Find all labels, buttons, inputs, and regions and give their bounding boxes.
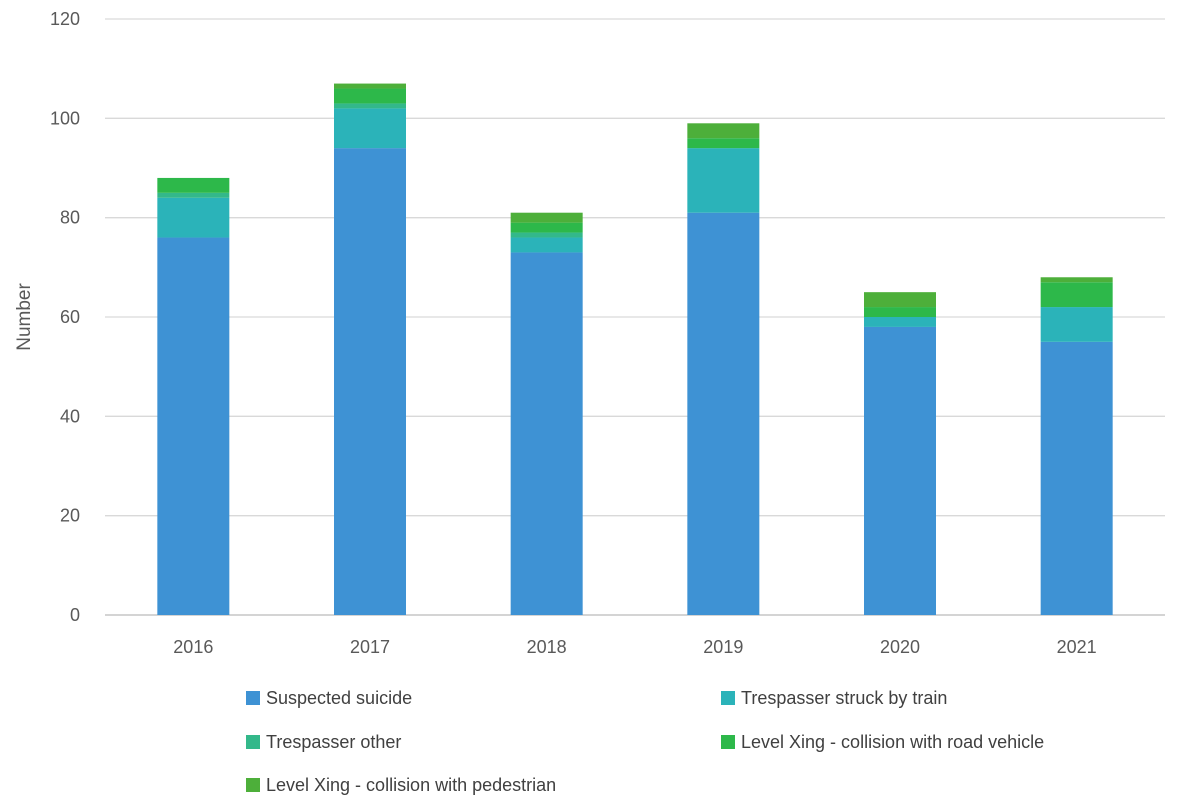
gridlines [105, 18, 1165, 616]
legend-swatch [246, 691, 260, 705]
x-axis-ticks: 2016 2017 2018 2019 2020 2021 [173, 637, 1096, 657]
bar-segment [157, 237, 230, 616]
bar-segment [1040, 282, 1113, 308]
legend: Suspected suicide Trespasser struck by tr… [246, 688, 1044, 795]
bar-segment [510, 212, 583, 223]
x-tick-label: 2017 [350, 637, 390, 657]
bar-segment [510, 237, 583, 253]
bar-segment [510, 222, 583, 233]
bar-segment [157, 197, 230, 238]
y-tick-label: 100 [50, 108, 80, 128]
bar-segment [864, 326, 936, 615]
legend-label: Trespasser struck by train [741, 688, 947, 708]
bar-segment [864, 292, 936, 308]
legend-label: Level Xing - collision with pedestrian [266, 775, 556, 795]
bar-segment [687, 212, 760, 615]
y-tick-label: 20 [60, 506, 80, 526]
y-tick-label: 60 [60, 307, 80, 327]
legend-label: Trespasser other [266, 732, 401, 752]
bar-segment [334, 83, 406, 89]
x-tick-label: 2020 [880, 637, 920, 657]
x-tick-label: 2021 [1057, 637, 1097, 657]
y-tick-label: 0 [70, 605, 80, 625]
legend-item: Suspected suicide [246, 688, 412, 708]
legend-swatch [721, 735, 735, 749]
bar-segment [334, 108, 406, 149]
legend-swatch [246, 778, 260, 792]
bar-segment [334, 88, 406, 104]
y-tick-label: 120 [50, 9, 80, 29]
legend-label: Level Xing - collision with road vehicle [741, 732, 1044, 752]
bar-segment [334, 103, 406, 109]
legend-swatch [721, 691, 735, 705]
legend-swatch [246, 735, 260, 749]
legend-item: Trespasser other [246, 732, 401, 752]
legend-item: Trespasser struck by train [721, 688, 947, 708]
bar-segment [157, 177, 230, 193]
bar-segment [687, 148, 760, 213]
bar-segment [864, 317, 936, 327]
bar-segment [334, 148, 406, 615]
bar-segment [1040, 341, 1113, 615]
y-axis-title: Number [14, 283, 35, 351]
bar-segment [157, 192, 230, 198]
bar-segment [1040, 307, 1113, 342]
legend-item: Level Xing - collision with pedestrian [246, 775, 556, 795]
y-tick-label: 40 [60, 406, 80, 426]
legend-label: Suspected suicide [266, 688, 412, 708]
x-tick-label: 2019 [703, 637, 743, 657]
bar-segment [687, 138, 760, 149]
y-tick-label: 80 [60, 208, 80, 228]
bar-segment [687, 123, 760, 139]
bar-segment [510, 232, 583, 238]
bars [157, 83, 1113, 616]
y-axis-ticks: 0 20 40 60 80 100 120 [50, 9, 80, 625]
x-tick-label: 2018 [527, 637, 567, 657]
bar-segment [1040, 277, 1113, 283]
bar-segment [864, 307, 936, 317]
x-tick-label: 2016 [173, 637, 213, 657]
bar-segment [510, 252, 583, 615]
legend-item: Level Xing - collision with road vehicle [721, 732, 1044, 752]
